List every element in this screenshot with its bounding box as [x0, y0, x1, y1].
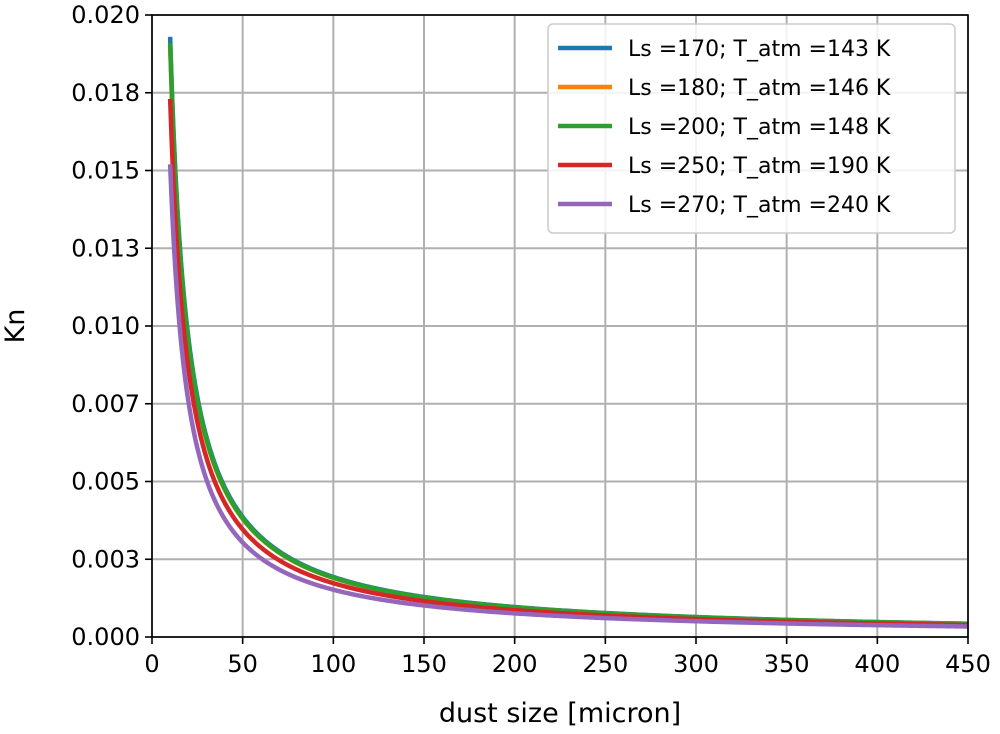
y-tick-label: 0.007	[71, 390, 140, 418]
legend-label-4: Ls =250; T_atm =190 K	[628, 154, 891, 179]
x-axis-label: dust size [micron]	[439, 698, 681, 729]
x-tick-label: 200	[492, 650, 538, 678]
legend-label-2: Ls =180; T_atm =146 K	[628, 76, 891, 101]
x-tick-label: 450	[945, 650, 991, 678]
legend-label-5: Ls =270; T_atm =240 K	[628, 193, 891, 218]
legend-box	[547, 23, 956, 234]
legend-label-3: Ls =200; T_atm =148 K	[628, 115, 891, 140]
y-tick-label: 0.020	[71, 1, 140, 29]
x-tick-label: 250	[582, 650, 628, 678]
x-tick-label: 0	[144, 650, 159, 678]
legend: Ls =170; T_atm =143 K Ls =180; T_atm =146…	[547, 23, 956, 234]
y-tick-label: 0.018	[71, 79, 140, 107]
legend-label-1: Ls =170; T_atm =143 K	[628, 37, 891, 62]
y-tick-label: 0.003	[71, 545, 140, 573]
y-tick-label: 0.013	[71, 234, 140, 262]
x-tick-label: 150	[401, 650, 447, 678]
x-tick-label: 50	[227, 650, 258, 678]
y-axis-ticks: 0.000 0.003 0.005 0.007 0.010 0.013 0.015 0.018…	[71, 1, 152, 651]
x-tick-label: 100	[310, 650, 356, 678]
x-axis-ticks: 0 50 100 150 200 250 300 350 400 450	[144, 637, 991, 678]
y-axis-label: Kn	[0, 309, 31, 344]
x-tick-label: 400	[854, 650, 900, 678]
y-tick-label: 0.005	[71, 468, 140, 496]
y-tick-label: 0.010	[71, 312, 140, 340]
series-line-5	[167, 164, 969, 629]
series-lines	[167, 36, 969, 629]
y-tick-label: 0.000	[71, 623, 140, 651]
x-tick-label: 350	[764, 650, 810, 678]
y-tick-label: 0.015	[71, 157, 140, 185]
x-tick-label: 300	[673, 650, 719, 678]
